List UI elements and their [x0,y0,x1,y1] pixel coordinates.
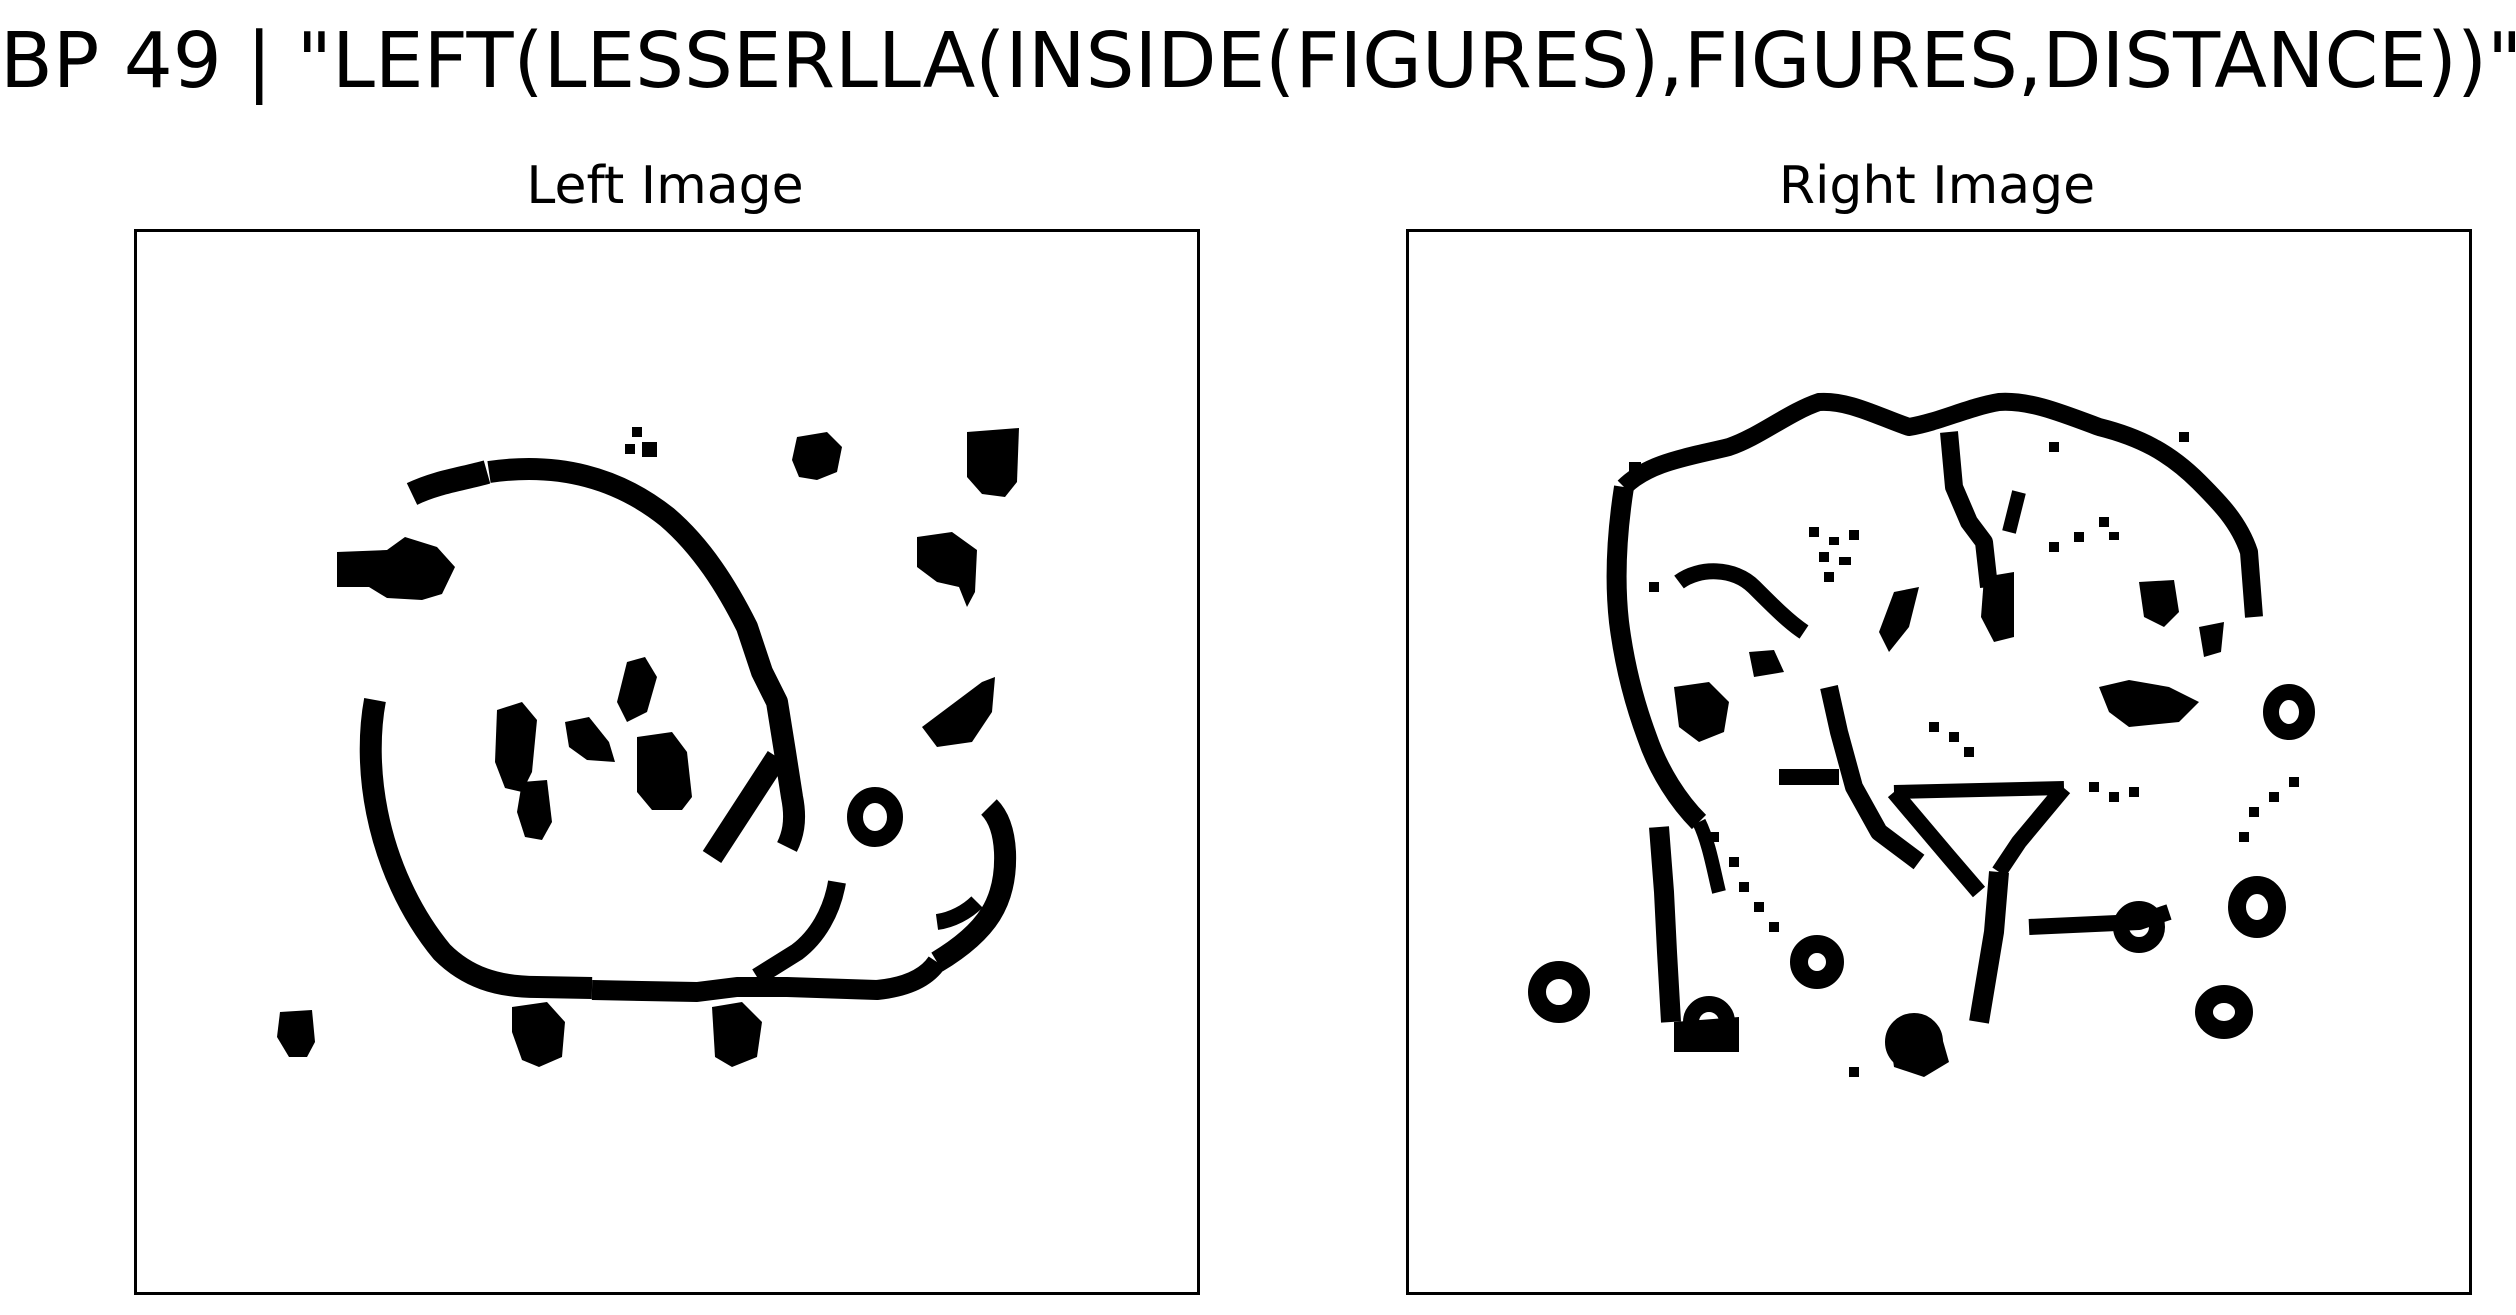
left-loop-bottom [591,955,946,1002]
left-blob-center-5 [517,780,552,840]
left-blob-bottom-b [712,1002,762,1067]
right-head-top [1617,392,2263,618]
right-head-left [1606,485,1707,830]
left-image-drawing [277,427,1019,1067]
right-ring-3 [2228,876,2286,938]
figure-title: BP 49 | "LEFT(LESSERLLA(INSIDE(FIGURES),… [0,17,2516,106]
left-ring [847,787,903,847]
right-image-drawing [1528,392,2315,1077]
left-panel-title: Left Image [526,156,804,216]
right-bottom-block [1674,1017,1739,1052]
right-center-mark-1 [1879,587,1919,652]
right-ring-7 [2263,684,2315,740]
left-dot-small-2 [642,442,657,457]
left-blob-center-4 [637,732,692,810]
right-nose-left [1887,786,1986,898]
right-chin-stem [1969,871,2009,1024]
right-image-panel [1406,229,2472,1295]
left-slanted-bar [702,751,787,863]
left-blob-right-mid [917,532,977,607]
left-hook-inner [935,896,983,930]
left-diagonal-stroke [752,880,846,985]
left-blob-top-right [967,428,1019,497]
right-inner-center [1940,431,1998,588]
left-dot-small-3 [625,444,635,454]
left-blob-right-lower [922,677,995,747]
left-loop-left [359,697,593,999]
left-dot-small-1 [632,427,642,437]
right-panel-title: Right Image [1778,156,2096,216]
right-eye-right [2099,680,2199,727]
right-nose-right [1992,782,2071,877]
left-loop-top [406,460,491,505]
right-jaw-left [1820,685,1925,870]
right-ring-5 [1790,935,1844,989]
right-speckles [1629,432,2299,1077]
right-ring-2 [2113,901,2165,953]
left-image-panel [134,229,1200,1295]
right-ring-4 [2195,985,2253,1039]
right-eye-right-top [2139,580,2179,627]
right-inner-left [1674,563,1809,639]
right-ring-1 [1528,961,1590,1023]
left-blob-center-2 [565,717,615,762]
right-lower-left-2 [1692,818,1726,894]
right-center-mark-2 [1981,572,2014,642]
right-brow-mark [2199,622,2224,657]
left-blob-center-3 [617,657,657,722]
left-blob-bottom-a [512,1002,565,1067]
right-center-mark-3 [1749,650,1784,677]
left-blob-center-1 [495,702,537,792]
right-eye-left [1674,682,1729,742]
left-hook-right [931,799,1017,972]
left-big-loop [487,458,806,852]
right-chin-blob [1889,1027,1949,1077]
right-inner-mid [2002,490,2026,534]
left-blob-far-left [277,1010,315,1057]
left-blob-topleft [337,537,455,600]
right-lower-left [1649,826,1681,1023]
left-blob-top-center [792,432,842,480]
right-nose-bar [1893,781,2065,799]
